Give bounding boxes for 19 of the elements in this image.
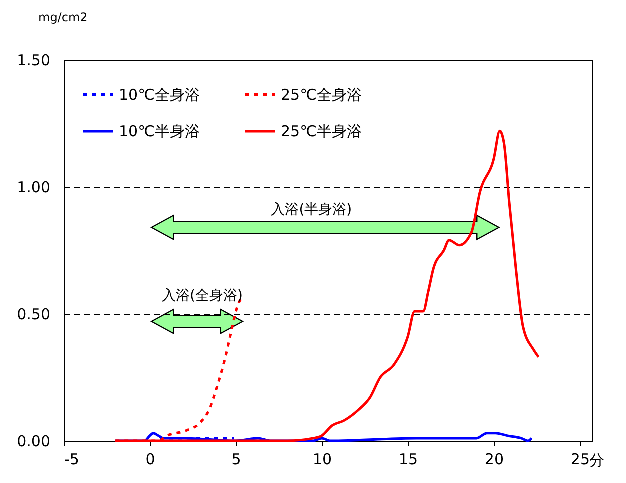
y-tick-label: 0.00 [17,432,50,450]
legend-label: 25℃全身浴 [281,86,362,104]
x-tick-label: -5 [64,450,80,468]
x-tick-label: 5 [232,450,242,468]
x-tick-label: 15 [398,450,418,468]
x-tick-label: 20 [484,450,504,468]
x-tick-label: 10 [312,450,332,468]
x-tick-label: 25 [570,450,590,468]
annotation: 入浴(全身浴) [162,288,243,304]
legend-label: 10℃全身浴 [119,86,200,104]
y-axis-title: mg/cm2 [38,10,88,24]
x-axis-title: 分 [590,452,604,470]
legend-label: 25℃半身浴 [281,122,362,140]
y-tick-label: 0.50 [17,306,50,324]
annotation: 入浴(半身浴) [271,202,352,218]
y-tick-label: 1.00 [17,178,50,196]
x-tick-label: 0 [146,450,156,468]
legend-label: 10℃半身浴 [119,122,200,140]
y-tick-label: 1.50 [17,52,50,70]
